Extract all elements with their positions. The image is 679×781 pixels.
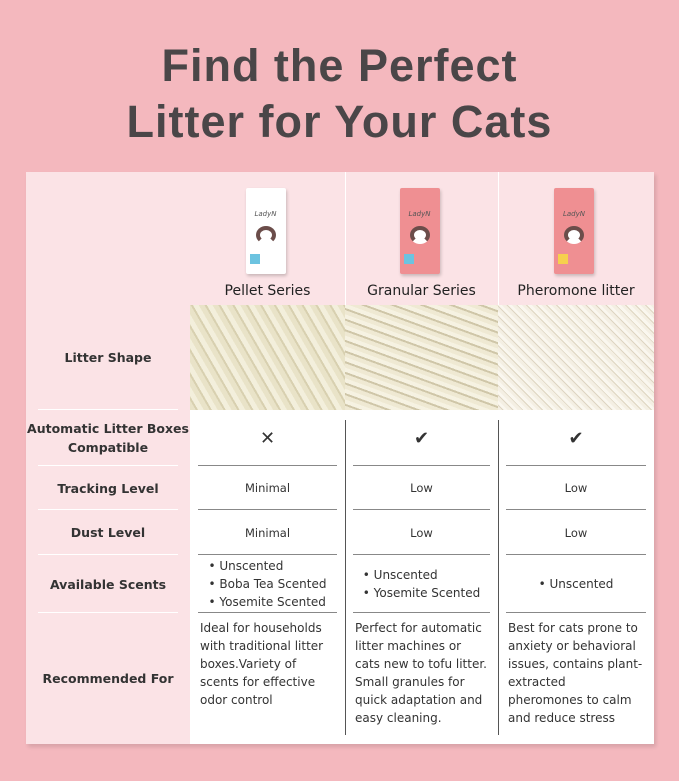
product-name: Pheromone litter — [517, 283, 635, 299]
product-name: Granular Series — [367, 283, 476, 299]
product-column-header: LadyN Pellet Series — [190, 172, 345, 305]
scent-list: • Unscented • Boba Tea Scented • Yosemite … — [208, 557, 326, 611]
column-divider — [345, 420, 346, 735]
label-tracking: Tracking Level — [26, 466, 190, 510]
header-divider — [498, 172, 499, 305]
label-auto-compatible: Automatic Litter Boxes Compatible — [26, 410, 190, 466]
header-divider — [345, 172, 346, 305]
auto-compatible-value: ✔ — [345, 410, 498, 466]
scents-value: • Unscented • Yosemite Scented — [345, 555, 498, 613]
product-name: Pellet Series — [224, 283, 311, 299]
scent-item: • Yosemite Scented — [362, 586, 481, 600]
recommended-value: Best for cats prone to anxiety or behavi… — [508, 621, 643, 725]
label-scents: Available Scents — [26, 555, 190, 613]
label-litter-shape: Litter Shape — [26, 305, 190, 410]
dust-value: Minimal — [190, 510, 345, 555]
scent-item: • Boba Tea Scented — [208, 577, 327, 591]
auto-compatible-value: ✕ — [190, 410, 345, 466]
label-dust: Dust Level — [26, 510, 190, 555]
scents-value: • Unscented • Boba Tea Scented • Yosemite … — [190, 555, 345, 613]
label-tag — [558, 254, 568, 264]
column-divider — [498, 420, 499, 735]
scent-list: • Unscented — [539, 575, 614, 593]
cat-face-icon — [564, 226, 584, 244]
litter-texture-image — [498, 305, 654, 410]
row-labels — [26, 172, 190, 744]
dust-value: Low — [498, 510, 654, 555]
scent-item: • Unscented — [362, 568, 438, 582]
product-column-header: LadyN Pheromone litter — [498, 172, 654, 305]
page-title: Find the Perfect Litter for Your Cats — [126, 40, 553, 147]
scent-list: • Unscented • Yosemite Scented — [363, 566, 480, 602]
label-tag — [403, 254, 414, 264]
cat-face-icon — [255, 226, 276, 244]
brand-logo: LadyN — [254, 210, 277, 218]
brand-logo: LadyN — [408, 210, 431, 218]
product-package-image: LadyN — [554, 188, 594, 274]
scent-item: • Unscented — [538, 577, 614, 591]
recommended-value: Perfect for automatic litter machines or… — [355, 621, 487, 725]
scents-value: • Unscented — [498, 555, 654, 613]
brand-logo: LadyN — [562, 210, 585, 218]
label-recommended: Recommended For — [42, 671, 174, 686]
scent-item: • Yosemite Scented — [208, 595, 326, 609]
litter-texture-image — [190, 305, 345, 410]
tracking-value: Minimal — [190, 466, 345, 510]
cross-icon: ✕ — [259, 427, 276, 449]
dust-value: Low — [345, 510, 498, 555]
litter-texture-image — [345, 305, 498, 410]
recommended-value: Ideal for households with traditional li… — [200, 621, 324, 707]
auto-compatible-value: ✔ — [498, 410, 654, 466]
product-package-image: LadyN — [399, 188, 440, 274]
label-tag — [249, 254, 260, 264]
check-icon: ✔ — [568, 427, 584, 449]
scent-item: • Unscented — [208, 559, 284, 573]
cat-face-icon — [409, 226, 430, 244]
tracking-value: Low — [345, 466, 498, 510]
check-icon: ✔ — [413, 427, 430, 449]
product-package-image: LadyN — [245, 188, 286, 274]
product-column-header: LadyN Granular Series — [345, 172, 498, 305]
tracking-value: Low — [498, 466, 654, 510]
comparison-table: Litter Shape Automatic Litter Boxes Comp… — [26, 172, 654, 744]
